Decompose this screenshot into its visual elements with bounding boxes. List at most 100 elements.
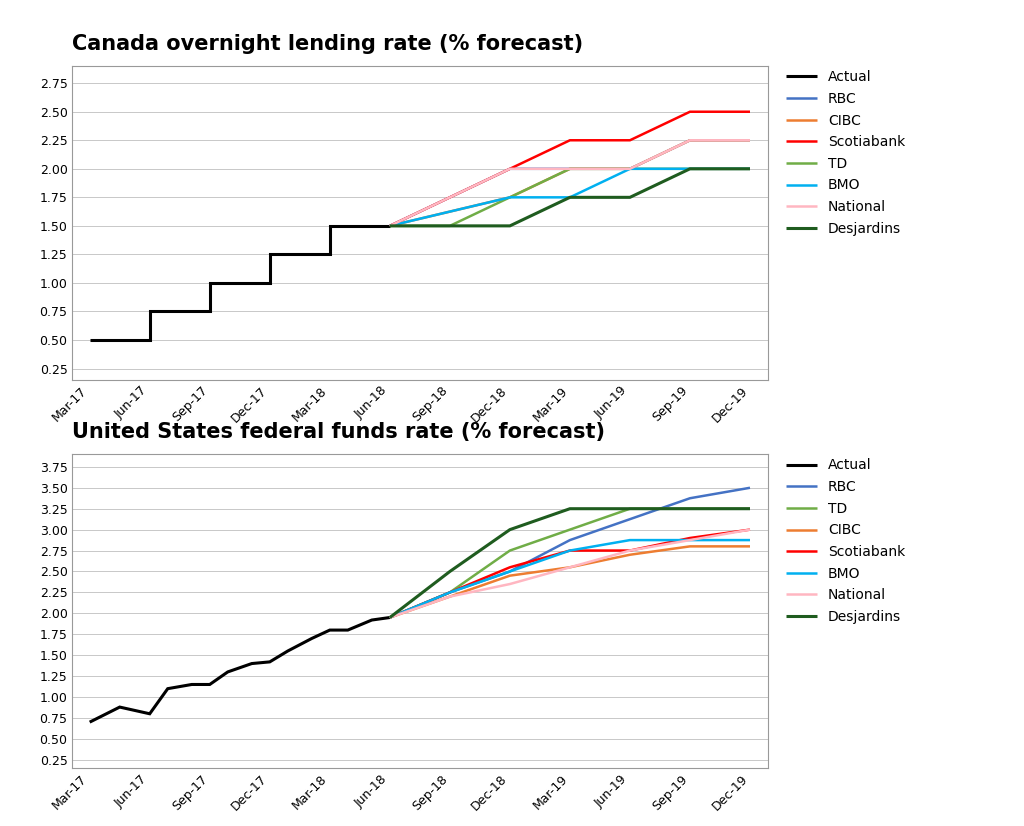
Line: Actual: Actual xyxy=(90,225,390,340)
TD xyxy=(564,525,577,534)
Scotiabank xyxy=(384,221,396,230)
CIBC xyxy=(684,541,696,551)
Actual xyxy=(263,278,275,288)
National xyxy=(384,221,396,230)
Desjardins xyxy=(564,504,577,514)
Desjardins xyxy=(743,164,756,173)
Line: TD: TD xyxy=(390,169,750,225)
Legend: Actual, RBC, TD, CIBC, Scotiabank, BMO, National, Desjardins: Actual, RBC, TD, CIBC, Scotiabank, BMO, … xyxy=(782,454,909,628)
BMO xyxy=(743,164,756,173)
CIBC xyxy=(504,571,516,581)
Actual xyxy=(324,249,336,259)
Desjardins xyxy=(684,164,696,173)
National xyxy=(684,135,696,145)
Desjardins xyxy=(743,504,756,514)
BMO xyxy=(504,192,516,202)
TD xyxy=(743,504,756,514)
Scotiabank xyxy=(743,107,756,116)
TD xyxy=(684,164,696,173)
Desjardins xyxy=(443,567,456,577)
Scotiabank xyxy=(624,546,636,556)
BMO xyxy=(384,221,396,230)
Scotiabank xyxy=(443,587,456,597)
Line: Desjardins: Desjardins xyxy=(390,509,750,618)
Actual xyxy=(263,249,275,259)
CIBC xyxy=(624,550,636,560)
TD xyxy=(384,613,396,623)
Actual xyxy=(324,625,336,635)
Actual xyxy=(282,646,294,656)
BMO xyxy=(684,164,696,173)
Desjardins xyxy=(504,525,516,534)
National xyxy=(743,135,756,145)
CIBC xyxy=(564,164,577,173)
CIBC xyxy=(384,613,396,623)
CIBC xyxy=(384,221,396,230)
BMO xyxy=(624,164,636,173)
TD xyxy=(443,221,456,230)
Desjardins xyxy=(564,192,577,202)
CIBC xyxy=(564,563,577,572)
Actual xyxy=(162,684,174,694)
TD xyxy=(564,164,577,173)
Actual xyxy=(204,680,216,690)
Scotiabank xyxy=(504,563,516,572)
RBC xyxy=(624,515,636,525)
Actual xyxy=(263,657,275,667)
Actual xyxy=(221,667,233,676)
BMO xyxy=(564,192,577,202)
Line: RBC: RBC xyxy=(390,488,750,618)
Line: National: National xyxy=(390,529,750,618)
Line: National: National xyxy=(390,140,750,225)
Text: United States federal funds rate (% forecast): United States federal funds rate (% fore… xyxy=(72,422,605,442)
Actual xyxy=(384,221,396,230)
National xyxy=(564,164,577,173)
BMO xyxy=(384,613,396,623)
National xyxy=(504,164,516,173)
RBC xyxy=(743,483,756,493)
CIBC xyxy=(743,135,756,145)
BMO xyxy=(684,535,696,545)
Line: Scotiabank: Scotiabank xyxy=(390,529,750,618)
Actual xyxy=(185,680,198,690)
RBC xyxy=(443,587,456,597)
BMO xyxy=(504,567,516,577)
RBC xyxy=(384,221,396,230)
Desjardins xyxy=(684,504,696,514)
Actual xyxy=(366,615,378,625)
BMO xyxy=(443,587,456,597)
Desjardins xyxy=(443,221,456,230)
Line: Actual: Actual xyxy=(90,618,390,722)
Line: TD: TD xyxy=(390,509,750,618)
National xyxy=(443,591,456,601)
CIBC xyxy=(504,192,516,202)
Line: CIBC: CIBC xyxy=(390,140,750,225)
Actual xyxy=(143,306,156,316)
Scotiabank xyxy=(684,107,696,116)
Actual xyxy=(246,658,258,668)
National xyxy=(684,535,696,545)
Desjardins xyxy=(624,504,636,514)
BMO xyxy=(564,546,577,556)
Line: Desjardins: Desjardins xyxy=(390,169,750,225)
RBC xyxy=(384,613,396,623)
RBC xyxy=(504,164,516,173)
Scotiabank xyxy=(564,135,577,145)
Desjardins xyxy=(504,221,516,230)
Actual xyxy=(305,634,317,643)
TD xyxy=(504,192,516,202)
RBC xyxy=(564,535,577,545)
TD xyxy=(743,164,756,173)
TD xyxy=(684,504,696,514)
Scotiabank xyxy=(684,533,696,543)
CIBC xyxy=(443,591,456,601)
TD xyxy=(624,164,636,173)
Actual xyxy=(384,613,396,623)
National xyxy=(564,563,577,572)
Actual xyxy=(84,335,96,345)
Scotiabank xyxy=(743,525,756,534)
RBC xyxy=(504,567,516,577)
TD xyxy=(384,221,396,230)
Scotiabank xyxy=(384,613,396,623)
Actual xyxy=(204,278,216,288)
